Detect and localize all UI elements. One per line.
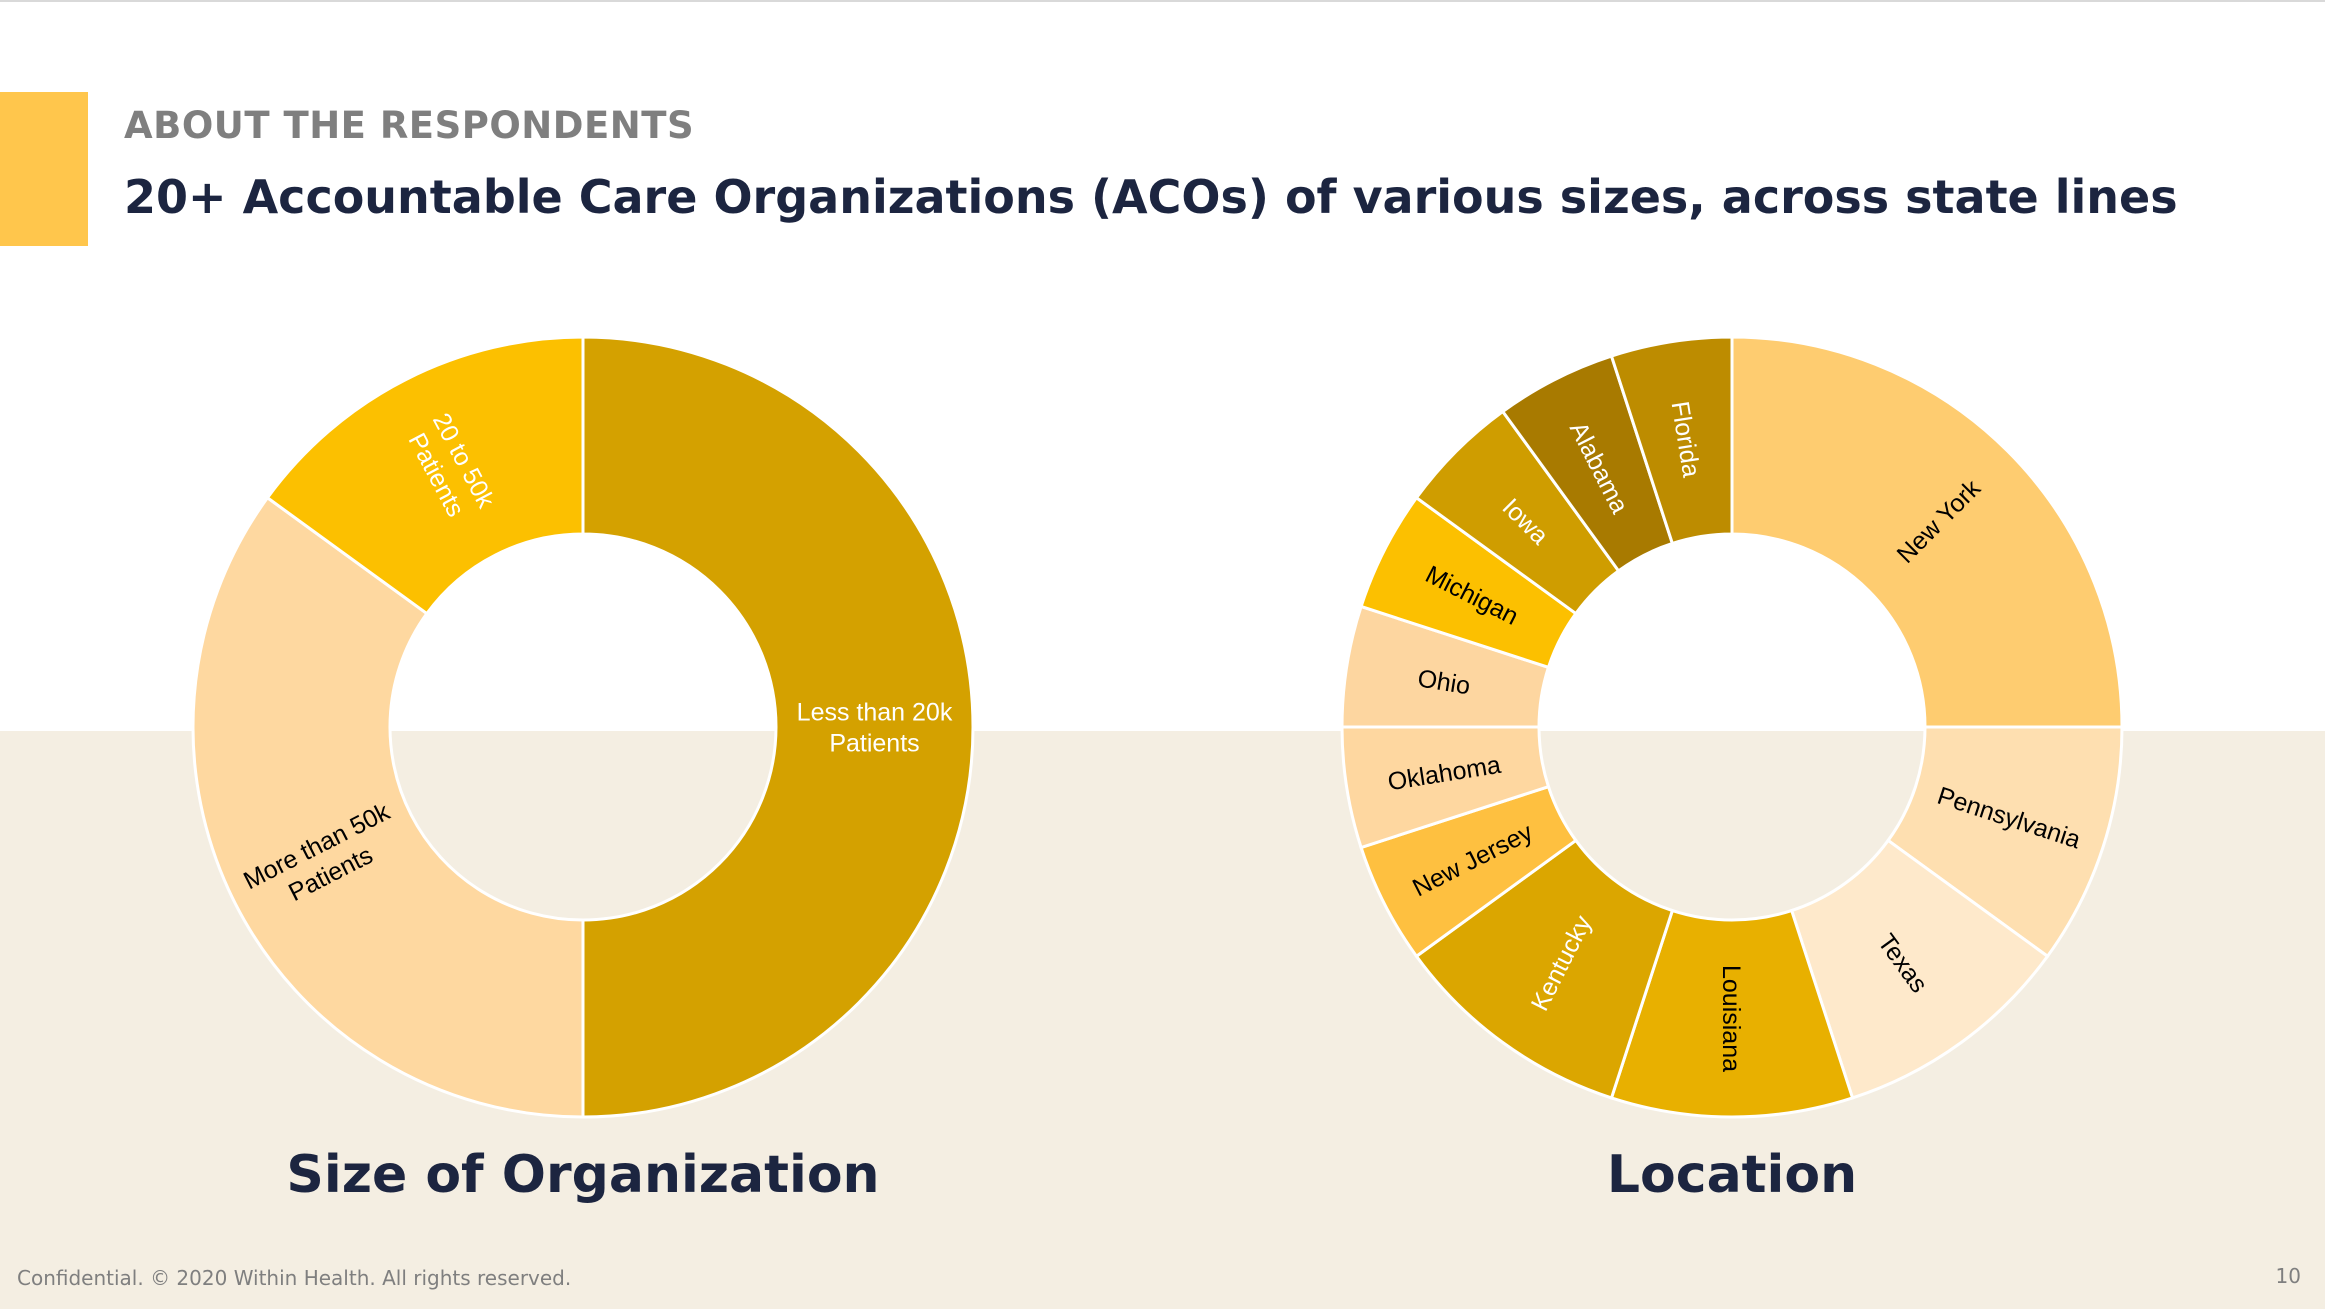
slice-florida: [1609, 335, 1734, 546]
footer-copyright: Confidential. © 2020 Within Health. All …: [17, 1266, 572, 1290]
page-title: 20+ Accountable Care Organizations (ACOs…: [124, 170, 2178, 224]
slice-label-louisiana: Louisiana: [1717, 965, 1745, 1072]
slice-20-to-50k-patients: [265, 335, 585, 616]
page-number: 10: [2275, 1264, 2301, 1288]
slice-new-york: [1730, 335, 2124, 729]
section-eyebrow: ABOUT THE RESPONDENTS: [124, 104, 695, 147]
accent-block: [0, 92, 88, 246]
slice-more-than-50k-patients: [191, 495, 585, 1119]
location-chart-title: Location: [1606, 1145, 1858, 1205]
slice-less-than-20k-patients: [581, 335, 975, 1119]
location-donut-chart: New YorkPennsylvaniaTexasLouisianaKentuc…: [1340, 335, 2124, 1119]
slice-label-less-than-20k-patients: Less than 20k Patients: [797, 699, 953, 758]
size-chart-title: Size of Organization: [286, 1145, 880, 1205]
top-rule: [0, 0, 2325, 2]
